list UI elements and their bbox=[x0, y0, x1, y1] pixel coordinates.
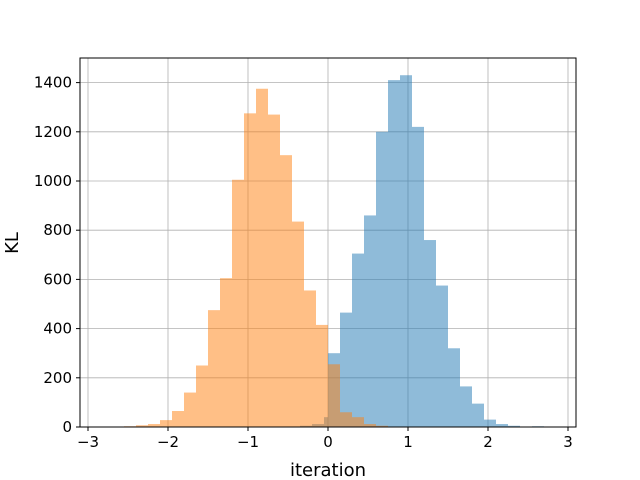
histogram-bar bbox=[160, 420, 172, 427]
histogram-bar bbox=[364, 424, 376, 427]
histogram-bar bbox=[352, 417, 364, 427]
y-tick-label: 400 bbox=[43, 320, 72, 338]
histogram-bar bbox=[316, 324, 328, 427]
histogram-bar bbox=[280, 155, 292, 428]
y-tick-label: 600 bbox=[43, 270, 72, 288]
histogram-bar bbox=[244, 113, 256, 427]
histogram-bar bbox=[376, 425, 388, 427]
histogram-bar bbox=[220, 278, 232, 427]
histogram-bar bbox=[496, 424, 508, 427]
histogram-bar bbox=[508, 425, 520, 427]
y-tick-label: 1400 bbox=[34, 74, 72, 92]
y-axis-title: KL bbox=[2, 232, 23, 254]
histogram-bar bbox=[136, 425, 148, 427]
axis-ticks: −3 −2 −1 0 1 2 3 0 200 400 600 800 1000 1200 1400 bbox=[34, 74, 573, 451]
histogram-bar bbox=[484, 419, 496, 427]
y-tick-label: 1200 bbox=[34, 123, 72, 141]
y-tick-label: 0 bbox=[62, 418, 72, 436]
histogram-bar bbox=[232, 179, 244, 427]
x-tick-label: 2 bbox=[483, 433, 493, 451]
histogram-bar bbox=[172, 411, 184, 427]
histogram-bars bbox=[112, 75, 544, 428]
histogram-bar bbox=[328, 364, 340, 427]
x-tick-label: −1 bbox=[237, 433, 259, 451]
y-tick-label: 1000 bbox=[34, 172, 72, 190]
x-tick-label: 0 bbox=[323, 433, 333, 451]
histogram-bar bbox=[256, 88, 268, 427]
x-tick-label: 3 bbox=[563, 433, 573, 451]
histogram-bar bbox=[184, 392, 196, 427]
y-tick-label: 200 bbox=[43, 369, 72, 387]
histogram-bar bbox=[448, 348, 460, 427]
histogram-bar bbox=[472, 403, 484, 427]
histogram-bar bbox=[376, 131, 388, 428]
histogram-bar bbox=[196, 365, 208, 427]
histogram-bar bbox=[304, 290, 316, 427]
histogram-bar bbox=[268, 114, 280, 427]
histogram-series-1 bbox=[112, 88, 412, 428]
histogram-bar bbox=[364, 215, 376, 427]
histogram-bar bbox=[412, 126, 424, 427]
histogram-bar bbox=[340, 412, 352, 427]
histogram-bar bbox=[388, 80, 400, 427]
histogram-bar bbox=[352, 253, 364, 427]
histogram-bar bbox=[292, 221, 304, 427]
x-tick-label: 1 bbox=[403, 433, 413, 451]
histogram-bar bbox=[424, 240, 436, 427]
histogram-bar bbox=[460, 386, 472, 427]
x-axis-title: iteration bbox=[290, 460, 366, 480]
histogram-bar bbox=[436, 285, 448, 427]
x-tick-label: −2 bbox=[157, 433, 179, 451]
histogram-bar bbox=[208, 310, 220, 427]
histogram-bar bbox=[148, 424, 160, 427]
histogram-bar bbox=[400, 75, 412, 427]
histogram-bar bbox=[340, 312, 352, 427]
y-tick-label: 800 bbox=[43, 221, 72, 239]
x-tick-label: −3 bbox=[77, 433, 99, 451]
